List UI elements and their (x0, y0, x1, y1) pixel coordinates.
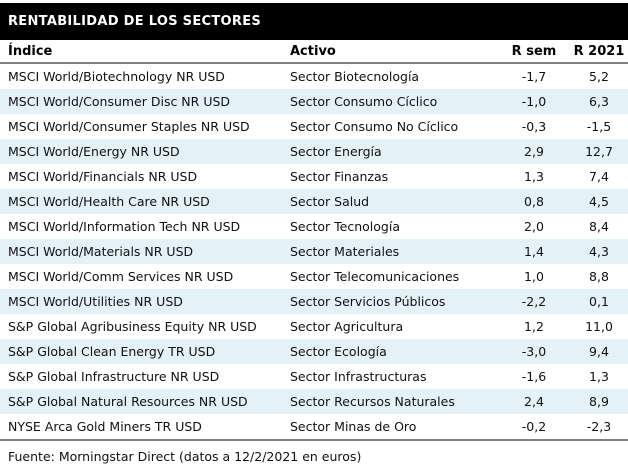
cell-activo: Sector Agricultura (290, 319, 404, 334)
table-row: MSCI World/Utilities NR USD Sector Servic… (0, 289, 628, 314)
cell-indice: MSCI World/Biotechnology NR USD (8, 69, 225, 84)
cell-r-2021: 5,2 (589, 69, 609, 84)
cell-activo: Sector Telecomunicaciones (290, 269, 460, 284)
cell-indice: NYSE Arca Gold Miners TR USD (0, 414, 290, 441)
cell-activo: Sector Biotecnología (290, 69, 420, 84)
cell-r-2021: 1,3 (589, 369, 609, 384)
cell-indice: S&P Global Natural Resources NR USD (8, 394, 248, 409)
cell-r-2021: -1,5 (586, 119, 612, 134)
column-header-indice: Índice (0, 40, 290, 64)
cell-indice: MSCI World/Comm Services NR USD (8, 269, 234, 284)
table-row: NYSE Arca Gold Miners TR USD Sector Minas… (0, 414, 628, 441)
cell-activo: Sector Materiales (290, 244, 400, 259)
cell-activo: Sector Infrastructuras (290, 369, 427, 384)
cell-r-sem: 1,3 (524, 169, 544, 184)
table-header-row: Índice Activo R sem R 2021 (0, 40, 628, 64)
table-row: S&P Global Natural Resources NR USD Secto… (0, 389, 628, 414)
table-row: S&P Global Agribusiness Equity NR USD Sec… (0, 314, 628, 339)
cell-indice: S&P Global Infrastructure NR USD (8, 369, 220, 384)
table-row: MSCI World/Health Care NR USD Sector Salu… (0, 189, 628, 214)
cell-activo: Sector Minas de Oro (290, 414, 506, 441)
cell-r-2021: -2,3 (562, 414, 628, 441)
cell-r-2021: 8,4 (589, 219, 609, 234)
table-row: MSCI World/Financials NR USD Sector Finan… (0, 164, 628, 189)
cell-indice: MSCI World/Health Care NR USD (8, 194, 210, 209)
cell-indice: MSCI World/Materials NR USD (8, 244, 194, 259)
cell-r-2021: 7,4 (589, 169, 609, 184)
cell-activo: Sector Ecología (290, 344, 387, 359)
table-title-bar: RENTABILIDAD DE LOS SECTORES (0, 3, 628, 40)
cell-r-sem: -2,2 (521, 294, 547, 309)
cell-indice: MSCI World/Financials NR USD (8, 169, 198, 184)
cell-r-sem: 0,8 (524, 194, 544, 209)
cell-r-2021: 8,8 (589, 269, 609, 284)
cell-r-sem: 1,2 (524, 319, 544, 334)
cell-indice: S&P Global Clean Energy TR USD (8, 344, 216, 359)
cell-activo: Sector Servicios Públicos (290, 294, 446, 309)
cell-r-sem: -0,2 (506, 414, 562, 441)
cell-r-2021: 9,4 (589, 344, 609, 359)
cell-r-2021: 12,7 (585, 144, 613, 159)
cell-activo: Sector Tecnología (290, 219, 400, 234)
table-row: MSCI World/Biotechnology NR USD Sector Bi… (0, 63, 628, 89)
cell-r-sem: -1,0 (521, 94, 547, 109)
cell-indice: MSCI World/Energy NR USD (8, 144, 180, 159)
cell-activo: Sector Finanzas (290, 169, 389, 184)
cell-activo: Sector Salud (290, 194, 370, 209)
cell-r-2021: 8,9 (589, 394, 609, 409)
source-note: Fuente: Morningstar Direct (datos a 12/2… (8, 449, 362, 464)
sector-returns-table: Índice Activo R sem R 2021 MSCI World/Bi… (0, 40, 628, 441)
cell-r-sem: -1,6 (521, 369, 547, 384)
table-header: Índice Activo R sem R 2021 (0, 40, 628, 64)
cell-r-sem: 1,0 (524, 269, 544, 284)
table-row: S&P Global Clean Energy TR USD Sector Eco… (0, 339, 628, 364)
cell-r-2021: 11,0 (585, 319, 613, 334)
table-row: MSCI World/Energy NR USD Sector Energía 2,… (0, 139, 628, 164)
cell-r-sem: 1,4 (524, 244, 544, 259)
column-header-r-sem: R sem (506, 40, 562, 64)
cell-r-sem: -1,7 (521, 69, 547, 84)
cell-r-sem: -3,0 (521, 344, 547, 359)
cell-r-2021: 4,5 (589, 194, 609, 209)
cell-r-sem: -0,3 (521, 119, 547, 134)
table-body: MSCI World/Biotechnology NR USD Sector Bi… (0, 63, 628, 441)
table-row: MSCI World/Consumer Disc NR USD Sector Co… (0, 89, 628, 114)
cell-activo: Sector Consumo No Cíclico (290, 119, 459, 134)
table-row: MSCI World/Information Tech NR USD Sector… (0, 214, 628, 239)
table-row: S&P Global Infrastructure NR USD Sector I… (0, 364, 628, 389)
cell-r-sem: 2,4 (524, 394, 544, 409)
column-header-r-2021: R 2021 (562, 40, 628, 64)
cell-activo: Sector Recursos Naturales (290, 394, 455, 409)
cell-indice: MSCI World/Consumer Disc NR USD (8, 94, 231, 109)
cell-indice: S&P Global Agribusiness Equity NR USD (8, 319, 257, 334)
cell-activo: Sector Consumo Cíclico (290, 94, 438, 109)
table-row: MSCI World/Consumer Staples NR USD Sector… (0, 114, 628, 139)
page-title: RENTABILIDAD DE LOS SECTORES (8, 14, 262, 29)
cell-indice: MSCI World/Information Tech NR USD (8, 219, 241, 234)
column-header-activo: Activo (290, 40, 506, 64)
cell-indice: MSCI World/Utilities NR USD (8, 294, 183, 309)
table-row: MSCI World/Comm Services NR USD Sector Te… (0, 264, 628, 289)
cell-r-2021: 0,1 (589, 294, 609, 309)
cell-r-2021: 6,3 (589, 94, 609, 109)
table-row: MSCI World/Materials NR USD Sector Materi… (0, 239, 628, 264)
cell-r-2021: 4,3 (589, 244, 609, 259)
cell-r-sem: 2,9 (524, 144, 544, 159)
cell-activo: Sector Energía (290, 144, 382, 159)
cell-indice: MSCI World/Consumer Staples NR USD (8, 119, 250, 134)
cell-r-sem: 2,0 (524, 219, 544, 234)
